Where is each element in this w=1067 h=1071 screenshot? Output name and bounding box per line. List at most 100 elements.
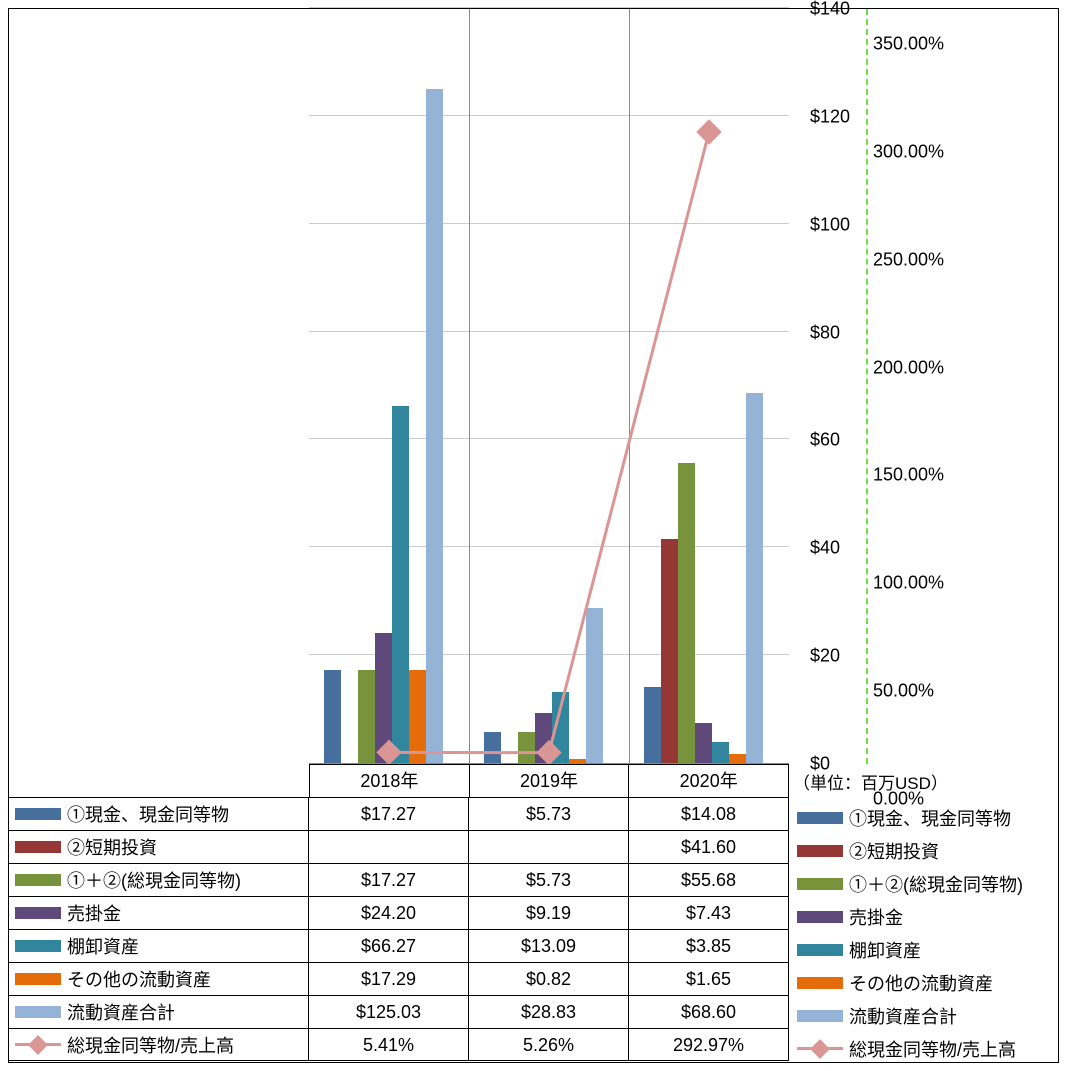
value-cell: $68.60	[629, 996, 789, 1028]
table-row: 売掛金$24.20$9.19$7.43	[9, 896, 789, 929]
legend-cell: 総現金同等物/売上高	[9, 1029, 309, 1060]
y1-tick-label: $100	[810, 214, 850, 235]
y1-tick-label: $20	[810, 646, 840, 667]
diamond-icon	[28, 1035, 48, 1055]
year-group	[629, 9, 789, 763]
bar-other	[569, 759, 586, 763]
y2-tick-label: 100.00%	[873, 573, 944, 594]
bar-total12	[358, 670, 375, 763]
y2-tick-label: 250.00%	[873, 249, 944, 270]
bar-swatch	[15, 1006, 61, 1018]
data-table: ①現金、現金同等物$17.27$5.73$14.08 ②短期投資 $41.60 ①＋②…	[9, 797, 789, 1061]
table-row: ①＋②(総現金同等物)$17.27$5.73$55.68	[9, 863, 789, 896]
value-cell: $1.65	[629, 963, 789, 995]
legend-label: 売掛金	[849, 904, 903, 930]
legend-label: ①＋②(総現金同等物)	[849, 871, 1023, 897]
table-row: 総現金同等物/売上高5.41%5.26%292.97%	[9, 1028, 789, 1061]
y2-tick-label: 200.00%	[873, 357, 944, 378]
legend-label: ①＋②(総現金同等物)	[67, 867, 241, 893]
chart-container: 2018年2019年2020年 $0$20$40$60$80$100$120$1…	[8, 8, 1059, 1063]
right-legend: ①現金、現金同等物 ②短期投資 ①＋②(総現金同等物) 売掛金棚卸資産その他の流動資産…	[791, 801, 1067, 1065]
right-legend-row: その他の流動資産	[791, 966, 1067, 999]
legend-label: その他の流動資産	[67, 966, 211, 992]
y1-tick-label: $40	[810, 538, 840, 559]
bar-other	[729, 754, 746, 763]
legend-label: 棚卸資産	[849, 937, 921, 963]
bar-totalca	[746, 393, 763, 763]
legend-label: ②短期投資	[67, 834, 157, 860]
legend-label: 流動資産合計	[849, 1003, 957, 1029]
table-row: 棚卸資産$66.27$13.09$3.85	[9, 929, 789, 962]
bar-inv	[392, 406, 409, 763]
legend-label: 売掛金	[67, 900, 121, 926]
y2-tick-label: 150.00%	[873, 465, 944, 486]
value-cell: $28.83	[469, 996, 629, 1028]
legend-label: その他の流動資産	[849, 970, 993, 996]
bar-swatch	[797, 845, 843, 857]
right-legend-row: ①＋②(総現金同等物)	[791, 867, 1067, 900]
bar-swatch	[15, 808, 61, 820]
bar-total12	[678, 463, 695, 763]
legend-label: ②短期投資	[849, 838, 939, 864]
bar-totalca	[426, 89, 443, 763]
value-cell: $3.85	[629, 930, 789, 962]
bar-inv	[712, 742, 729, 763]
year-header: 2020年	[628, 764, 789, 797]
y1-tick-label: $80	[810, 322, 840, 343]
value-cell: $41.60	[629, 831, 789, 863]
value-cell: 292.97%	[629, 1029, 789, 1060]
y2-tick-label: 50.00%	[873, 681, 934, 702]
value-cell: 5.26%	[469, 1029, 629, 1060]
secondary-y-axis	[866, 9, 868, 764]
value-cell: $5.73	[469, 864, 629, 896]
value-cell: $66.27	[309, 930, 469, 962]
year-header-row: 2018年2019年2020年	[309, 764, 789, 797]
bar-ar	[695, 723, 712, 763]
chart-area: 2018年2019年2020年	[9, 9, 789, 764]
bar-ar	[535, 713, 552, 763]
bar-swatch	[15, 940, 61, 952]
bar-cash	[324, 670, 341, 763]
right-legend-row: 棚卸資産	[791, 933, 1067, 966]
value-cell: $125.03	[309, 996, 469, 1028]
value-cell: $0.82	[469, 963, 629, 995]
bar-total12	[518, 732, 535, 763]
table-row: 流動資産合計$125.03$28.83$68.60	[9, 995, 789, 1028]
table-row: ②短期投資 $41.60	[9, 830, 789, 863]
table-row: ①現金、現金同等物$17.27$5.73$14.08	[9, 797, 789, 830]
year-group	[469, 9, 629, 763]
bar-cash	[644, 687, 661, 763]
right-axes: $0$20$40$60$80$100$120$140 0.00%50.00%10…	[791, 9, 1067, 799]
diamond-icon	[810, 1039, 830, 1059]
line-swatch	[797, 1047, 843, 1050]
table-row: その他の流動資産$17.29$0.82$1.65	[9, 962, 789, 995]
legend-cell: ①現金、現金同等物	[9, 798, 309, 830]
bar-other	[409, 670, 426, 763]
bar-swatch	[15, 874, 61, 886]
bar-totalca	[586, 608, 603, 763]
bar-swatch	[797, 977, 843, 989]
legend-cell: ①＋②(総現金同等物)	[9, 864, 309, 896]
y2-tick-label: 300.00%	[873, 141, 944, 162]
legend-label: 総現金同等物/売上高	[849, 1036, 1016, 1062]
bar-swatch	[797, 944, 843, 956]
right-legend-row: 売掛金	[791, 900, 1067, 933]
unit-label: （単位：百万USD）	[793, 769, 948, 794]
value-cell: 5.41%	[309, 1029, 469, 1060]
value-cell: $9.19	[469, 897, 629, 929]
legend-cell: 売掛金	[9, 897, 309, 929]
year-header: 2019年	[469, 764, 629, 797]
right-legend-row: ①現金、現金同等物	[791, 801, 1067, 834]
bar-swatch	[797, 812, 843, 824]
value-cell	[309, 831, 469, 863]
bar-swatch	[15, 973, 61, 985]
plot-area	[309, 9, 789, 764]
legend-label: 棚卸資産	[67, 933, 139, 959]
bar-swatch	[15, 907, 61, 919]
value-cell: $17.27	[309, 864, 469, 896]
value-cell: $5.73	[469, 798, 629, 830]
y1-tick-label: $120	[810, 106, 850, 127]
legend-label: ①現金、現金同等物	[849, 805, 1011, 831]
bar-swatch	[797, 1010, 843, 1022]
y2-tick-label: 350.00%	[873, 34, 944, 55]
